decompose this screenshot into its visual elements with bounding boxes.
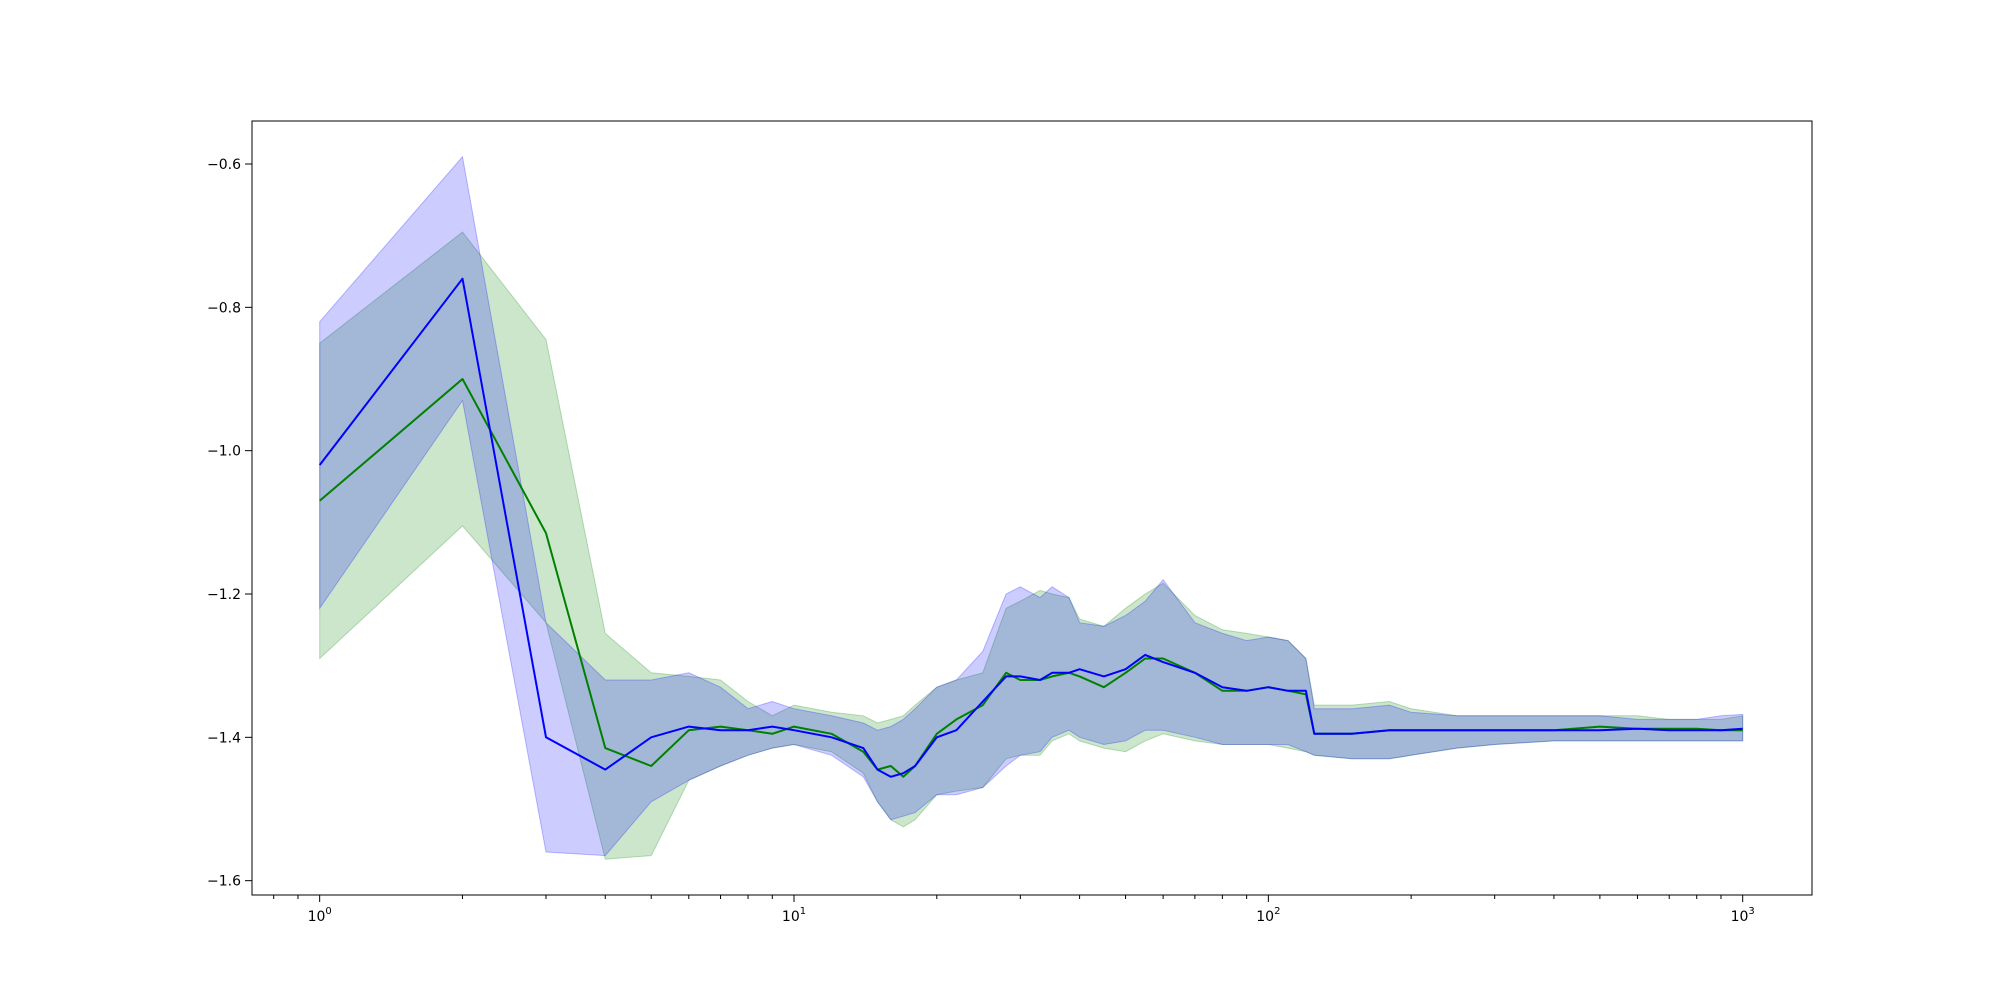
y-tick-label: −0.8 bbox=[207, 300, 241, 316]
series-lines bbox=[318, 277, 1743, 778]
series-1-band bbox=[319, 155, 1744, 857]
y-tick-label: −1.6 bbox=[207, 874, 241, 890]
y-axis: −0.6 −0.8 −1.0 −1.2 −1.4 −1.6 bbox=[207, 157, 252, 890]
x-tick-label: 101 bbox=[782, 906, 806, 925]
series-1-line bbox=[318, 277, 1743, 778]
y-tick-label: −1.4 bbox=[207, 730, 241, 746]
x-tick-label: 100 bbox=[308, 906, 332, 925]
y-tick-label: −1.2 bbox=[207, 587, 241, 603]
confidence-bands bbox=[319, 155, 1744, 860]
y-tick-label: −0.6 bbox=[207, 157, 241, 173]
x-tick-label: 103 bbox=[1731, 906, 1755, 925]
plot-frame bbox=[251, 120, 1813, 896]
series-0-band bbox=[319, 231, 1744, 860]
x-tick-label: 102 bbox=[1256, 906, 1280, 925]
x-axis: 100 101 102 103 bbox=[273, 895, 1755, 925]
y-tick-label: −1.0 bbox=[207, 444, 241, 460]
